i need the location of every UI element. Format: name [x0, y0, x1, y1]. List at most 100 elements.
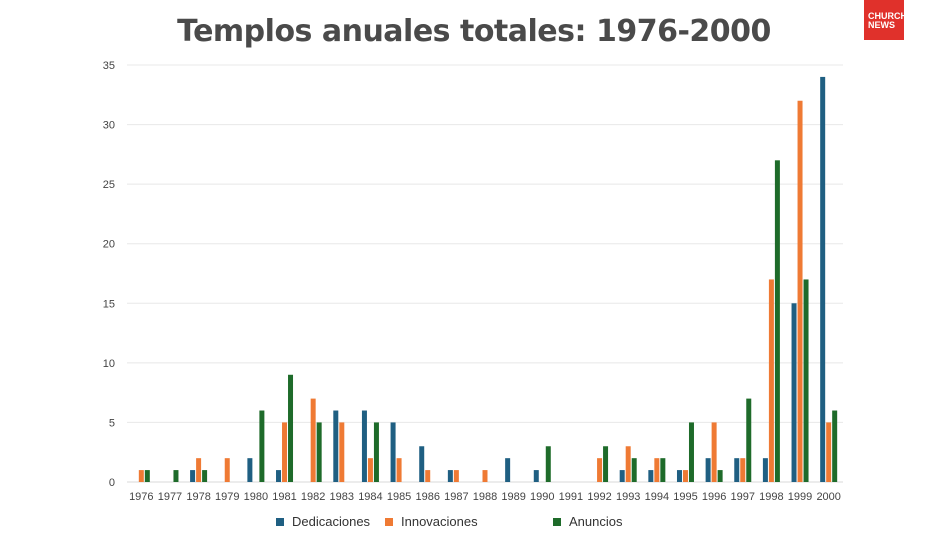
x-tick-label: 1994: [645, 491, 669, 503]
bar-dedicaciones: [791, 303, 797, 482]
bar-anuncios: [545, 446, 551, 482]
bar-dedicaciones: [705, 458, 711, 482]
bar-anuncios: [660, 458, 666, 482]
legend-swatch: [553, 517, 561, 526]
bar-anuncios: [202, 470, 208, 482]
bar-anuncios: [173, 470, 179, 482]
x-tick-label: 1985: [387, 491, 411, 503]
bar-anuncios: [603, 446, 609, 482]
bar-innovaciones: [597, 458, 603, 482]
x-tick-label: 1993: [616, 491, 640, 503]
legend-item: Dedicaciones: [276, 514, 370, 529]
bar-innovaciones: [396, 458, 402, 482]
y-tick-label: 15: [103, 298, 115, 310]
bar-dedicaciones: [390, 422, 396, 482]
bar-innovaciones: [425, 470, 431, 482]
x-tick-label: 1998: [759, 491, 783, 503]
bar-innovaciones: [711, 422, 717, 482]
bar-dedicaciones: [190, 470, 196, 482]
bar-innovaciones: [682, 470, 688, 482]
bar-innovaciones: [138, 470, 144, 482]
bar-dedicaciones: [619, 470, 625, 482]
y-tick-label: 20: [103, 239, 115, 251]
bar-dedicaciones: [676, 470, 682, 482]
bar-innovaciones: [768, 279, 774, 482]
x-tick-label: 1983: [330, 491, 354, 503]
x-tick-label: 1979: [215, 491, 239, 503]
x-tick-label: 1996: [702, 491, 726, 503]
chart-title: Templos anuales totales: 1976-2000: [177, 14, 771, 49]
bar-dedicaciones: [533, 470, 539, 482]
x-tick-label: 1995: [673, 491, 697, 503]
bar-anuncios: [144, 470, 150, 482]
y-tick-label: 35: [103, 60, 115, 72]
bar-dedicaciones: [361, 410, 367, 482]
bar-dedicaciones: [762, 458, 768, 482]
legend-label: Innovaciones: [401, 514, 478, 529]
legend-label: Anuncios: [569, 514, 623, 529]
bar-anuncios: [717, 470, 723, 482]
legend-swatch: [276, 517, 284, 526]
bar-anuncios: [316, 422, 322, 482]
bar-innovaciones: [482, 470, 488, 482]
x-tick-label: 1978: [186, 491, 210, 503]
bar-dedicaciones: [734, 458, 740, 482]
bar-innovaciones: [196, 458, 202, 482]
bar-dedicaciones: [247, 458, 253, 482]
x-tick-label: 1980: [244, 491, 268, 503]
x-tick-label: 1977: [158, 491, 182, 503]
y-tick-label: 0: [109, 477, 115, 489]
x-tick-label: 1981: [272, 491, 296, 503]
legend-label: Dedicaciones: [292, 514, 371, 529]
church-news-logo: CHURCH NEWS: [864, 0, 907, 40]
x-tick-label: 1989: [501, 491, 525, 503]
bar-anuncios: [259, 410, 265, 482]
bar-anuncios: [832, 410, 838, 482]
y-tick-label: 5: [109, 417, 115, 429]
x-tick-label: 1976: [129, 491, 153, 503]
x-tick-label: 1986: [415, 491, 439, 503]
bar-anuncios: [373, 422, 379, 482]
bar-dedicaciones: [333, 410, 339, 482]
x-tick-label: 1999: [788, 491, 812, 503]
bar-innovaciones: [826, 422, 832, 482]
bar-innovaciones: [625, 446, 631, 482]
bar-innovaciones: [310, 398, 316, 482]
x-tick-label: 1987: [444, 491, 468, 503]
bar-innovaciones: [654, 458, 660, 482]
legend-item: Innovaciones: [385, 514, 478, 529]
bar-anuncios: [803, 279, 809, 482]
bar-innovaciones: [797, 100, 803, 482]
bar-dedicaciones: [505, 458, 511, 482]
legend-swatch: [385, 517, 393, 526]
bar-anuncios: [688, 422, 694, 482]
bar-innovaciones: [740, 458, 746, 482]
bar-dedicaciones: [820, 76, 826, 483]
bar-dedicaciones: [419, 446, 425, 482]
bar-anuncios: [746, 398, 752, 482]
y-tick-label: 10: [103, 358, 115, 370]
x-tick-label: 1991: [559, 491, 583, 503]
legend-item: Anuncios: [553, 514, 622, 529]
bar-innovaciones: [224, 458, 230, 482]
y-tick-label: 25: [103, 179, 115, 191]
bar-innovaciones: [367, 458, 373, 482]
bar-anuncios: [631, 458, 637, 482]
x-tick-label: 1982: [301, 491, 325, 503]
bar-anuncios: [774, 160, 780, 483]
x-tick-label: 1984: [358, 491, 382, 503]
y-tick-label: 30: [103, 120, 115, 132]
x-tick-label: 1988: [473, 491, 497, 503]
x-tick-label: 1992: [587, 491, 611, 503]
bar-innovaciones: [339, 422, 345, 482]
x-tick-label: 2000: [816, 491, 840, 503]
bar-dedicaciones: [276, 470, 282, 482]
bar-dedicaciones: [648, 470, 654, 482]
bar-dedicaciones: [447, 470, 453, 482]
bar-innovaciones: [453, 470, 459, 482]
x-tick-label: 1990: [530, 491, 554, 503]
bar-anuncios: [288, 374, 294, 482]
bar-innovaciones: [282, 422, 288, 482]
x-tick-label: 1997: [731, 491, 755, 503]
